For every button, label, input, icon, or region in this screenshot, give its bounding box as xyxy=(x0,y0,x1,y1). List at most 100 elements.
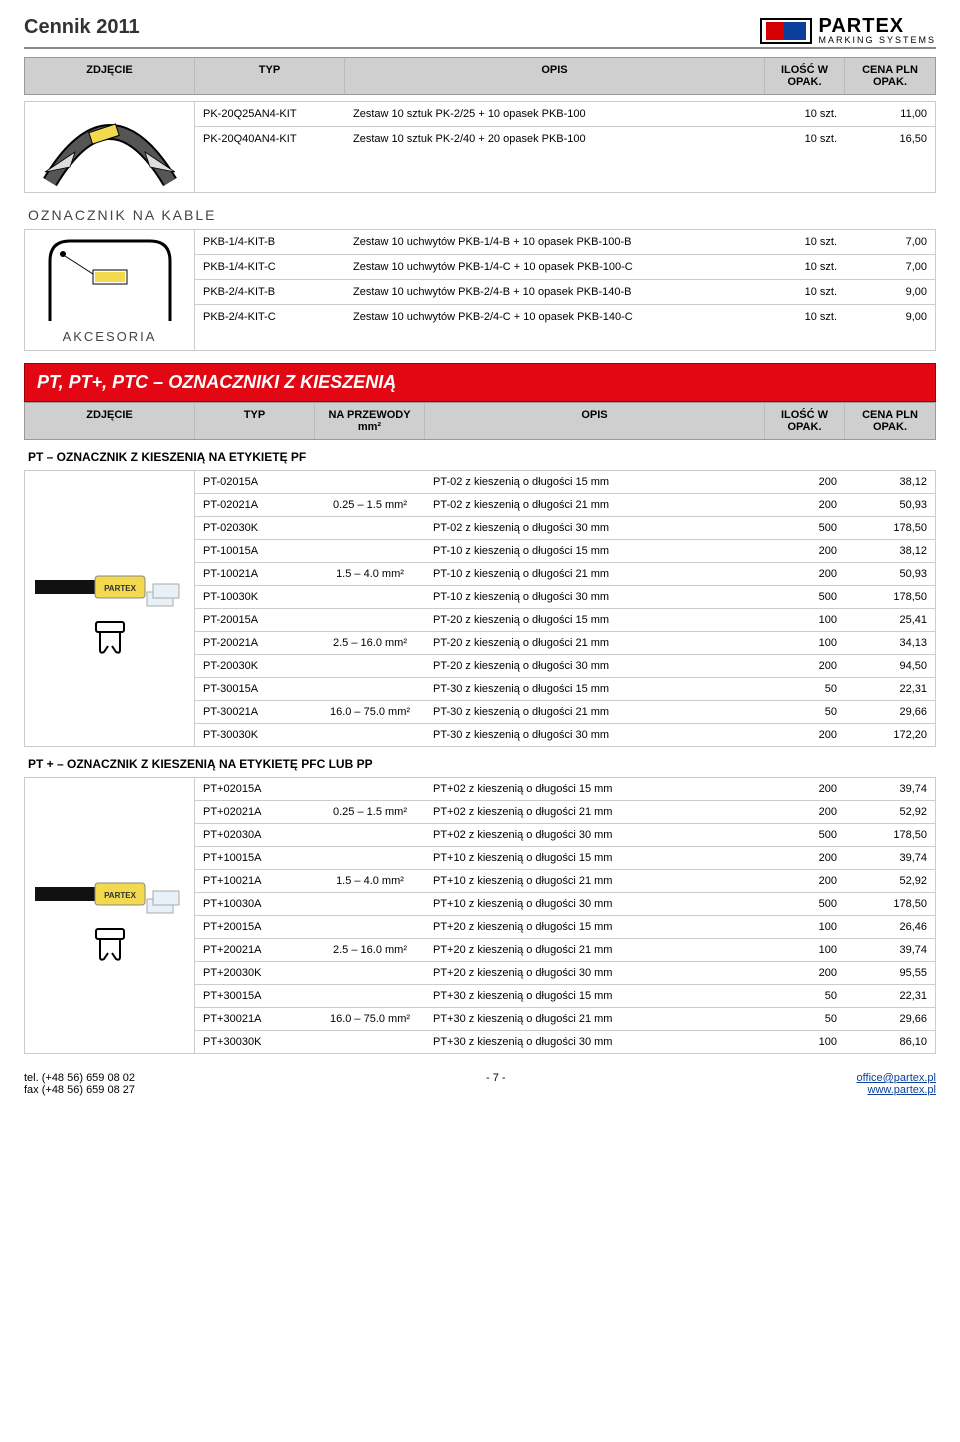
cell-wire xyxy=(315,609,425,631)
cell-typ: PT-30015A xyxy=(195,678,315,700)
cell-price: 22,31 xyxy=(845,985,935,1007)
cell-opis: PT+02 z kieszenią o długości 21 mm xyxy=(425,801,765,823)
cell-wire: 16.0 – 75.0 mm² xyxy=(315,701,425,723)
cell-qty: 50 xyxy=(765,701,845,723)
table-row: PT-10015A PT-10 z kieszenią o długości 1… xyxy=(195,540,935,563)
section-title-red: PT, PT+, PTC – OZNACZNIKI Z KIESZENIĄ xyxy=(24,363,936,402)
cell-typ: PT+20030K xyxy=(195,962,315,984)
cell-typ: PT+30030K xyxy=(195,1031,315,1053)
cell-wire xyxy=(315,586,425,608)
cell-typ: PT+02015A xyxy=(195,778,315,800)
cell-qty: 10 szt. xyxy=(765,127,845,151)
product-image xyxy=(25,102,195,192)
cell-qty: 200 xyxy=(765,540,845,562)
cell-wire xyxy=(315,893,425,915)
col-typ-header: TYP xyxy=(195,403,315,439)
cell-typ: PT-10015A xyxy=(195,540,315,562)
cell-price: 52,92 xyxy=(845,801,935,823)
cell-opis: PT+02 z kieszenią o długości 15 mm xyxy=(425,778,765,800)
cell-price: 39,74 xyxy=(845,939,935,961)
cell-price: 9,00 xyxy=(845,305,935,329)
cell-typ: PT+10015A xyxy=(195,847,315,869)
cell-price: 29,66 xyxy=(845,1008,935,1030)
table-row: PT-20021A 2.5 – 16.0 mm² PT-20 z kieszen… xyxy=(195,632,935,655)
cell-typ: PT-30021A xyxy=(195,701,315,723)
col-opis-header: OPIS xyxy=(425,403,765,439)
product-group-pk: PK-20Q25AN4-KIT Zestaw 10 sztuk PK-2/25 … xyxy=(24,101,936,193)
cell-price: 9,00 xyxy=(845,280,935,304)
table-row: PKB-2/4-KIT-C Zestaw 10 uchwytów PKB-2/4… xyxy=(195,305,935,329)
col-wire-header: NA PRZEWODY mm² xyxy=(315,403,425,439)
cell-price: 178,50 xyxy=(845,586,935,608)
cell-price: 26,46 xyxy=(845,916,935,938)
table-row: PT+30030K PT+30 z kieszenią o długości 3… xyxy=(195,1031,935,1053)
cell-qty: 50 xyxy=(765,1008,845,1030)
col-typ-header: TYP xyxy=(195,58,345,94)
cell-qty: 50 xyxy=(765,985,845,1007)
cell-qty: 200 xyxy=(765,778,845,800)
cell-qty: 200 xyxy=(765,801,845,823)
cell-wire xyxy=(315,916,425,938)
cell-typ: PKB-2/4-KIT-C xyxy=(195,305,345,329)
table-row: PT-30015A PT-30 z kieszenią o długości 1… xyxy=(195,678,935,701)
cell-typ: PT+02030A xyxy=(195,824,315,846)
cell-price: 34,13 xyxy=(845,632,935,654)
table-row: PT-02021A 0.25 – 1.5 mm² PT-02 z kieszen… xyxy=(195,494,935,517)
cell-wire xyxy=(315,517,425,539)
cell-opis: PT-30 z kieszenią o długości 21 mm xyxy=(425,701,765,723)
cell-opis: PT-20 z kieszenią o długości 30 mm xyxy=(425,655,765,677)
page-header: Cennik 2011 PARTEX MARKING SYSTEMS xyxy=(24,16,936,49)
cell-qty: 200 xyxy=(765,847,845,869)
table-row: PKB-1/4-KIT-C Zestaw 10 uchwytów PKB-1/4… xyxy=(195,255,935,280)
logo-icon xyxy=(760,18,812,44)
subsection-title: PT – OZNACZNIK Z KIESZENIĄ NA ETYKIETĘ P… xyxy=(24,444,936,470)
cell-typ: PT+20015A xyxy=(195,916,315,938)
footer-contact: tel. (+48 56) 659 08 02 fax (+48 56) 659… xyxy=(24,1072,135,1096)
cell-typ: PKB-2/4-KIT-B xyxy=(195,280,345,304)
table-row: PT+10015A PT+10 z kieszenią o długości 1… xyxy=(195,847,935,870)
cell-typ: PT-20015A xyxy=(195,609,315,631)
cell-typ: PT-02021A xyxy=(195,494,315,516)
cell-typ: PT-10021A xyxy=(195,563,315,585)
cell-opis: Zestaw 10 sztuk PK-2/25 + 10 opasek PKB-… xyxy=(345,102,765,126)
cell-wire xyxy=(315,962,425,984)
cell-qty: 50 xyxy=(765,678,845,700)
table-header-5col: ZDJĘCIE TYP NA PRZEWODY mm² OPIS ILOŚĆ W… xyxy=(24,402,936,440)
footer-links: office@partex.pl www.partex.pl xyxy=(857,1072,936,1096)
cell-qty: 500 xyxy=(765,517,845,539)
cell-qty: 200 xyxy=(765,563,845,585)
table-row: PT+10021A 1.5 – 4.0 mm² PT+10 z kieszeni… xyxy=(195,870,935,893)
cell-price: 39,74 xyxy=(845,778,935,800)
table-row: PT-10021A 1.5 – 4.0 mm² PT-10 z kieszeni… xyxy=(195,563,935,586)
cell-qty: 100 xyxy=(765,939,845,961)
cell-price: 50,93 xyxy=(845,494,935,516)
cell-wire xyxy=(315,1031,425,1053)
svg-text:PARTEX: PARTEX xyxy=(104,891,137,900)
cell-wire: 1.5 – 4.0 mm² xyxy=(315,563,425,585)
cell-opis: Zestaw 10 uchwytów PKB-1/4-B + 10 opasek… xyxy=(345,230,765,254)
cell-qty: 500 xyxy=(765,586,845,608)
table-row: PT-10030K PT-10 z kieszenią o długości 3… xyxy=(195,586,935,609)
table-row: PT-02030K PT-02 z kieszenią o długości 3… xyxy=(195,517,935,540)
cell-wire xyxy=(315,778,425,800)
cell-qty: 100 xyxy=(765,1031,845,1053)
cell-typ: PT-20030K xyxy=(195,655,315,677)
cell-opis: Zestaw 10 uchwytów PKB-2/4-B + 10 opasek… xyxy=(345,280,765,304)
cell-price: 38,12 xyxy=(845,471,935,493)
cell-price: 25,41 xyxy=(845,609,935,631)
col-photo-header: ZDJĘCIE xyxy=(25,403,195,439)
cell-wire: 2.5 – 16.0 mm² xyxy=(315,632,425,654)
cell-typ: PT+20021A xyxy=(195,939,315,961)
cell-qty: 10 szt. xyxy=(765,255,845,279)
section-label-akcesoria: AKCESORIA xyxy=(63,329,157,344)
page-title: Cennik 2011 xyxy=(24,16,140,39)
cell-price: 50,93 xyxy=(845,563,935,585)
cell-typ: PK-20Q40AN4-KIT xyxy=(195,127,345,151)
cell-wire xyxy=(315,985,425,1007)
table-header: ZDJĘCIE TYP OPIS ILOŚĆ W OPAK. CENA PLN … xyxy=(24,57,936,95)
table-row: PT-30030K PT-30 z kieszenią o długości 3… xyxy=(195,724,935,746)
cell-typ: PK-20Q25AN4-KIT xyxy=(195,102,345,126)
table-row: PT+02030A PT+02 z kieszenią o długości 3… xyxy=(195,824,935,847)
col-qty-header: ILOŚĆ W OPAK. xyxy=(765,58,845,94)
col-opis-header: OPIS xyxy=(345,58,765,94)
